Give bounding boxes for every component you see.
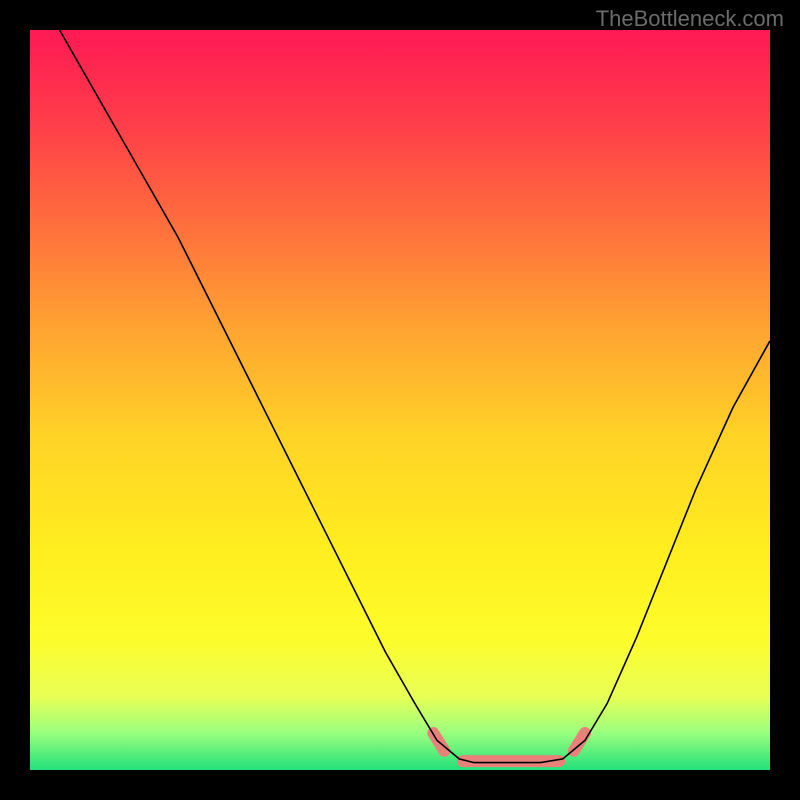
watermark-text: TheBottleneck.com bbox=[596, 6, 784, 32]
bottleneck-chart: TheBottleneck.com bbox=[0, 0, 800, 800]
chart-svg bbox=[0, 0, 800, 800]
plot-background bbox=[30, 30, 770, 770]
